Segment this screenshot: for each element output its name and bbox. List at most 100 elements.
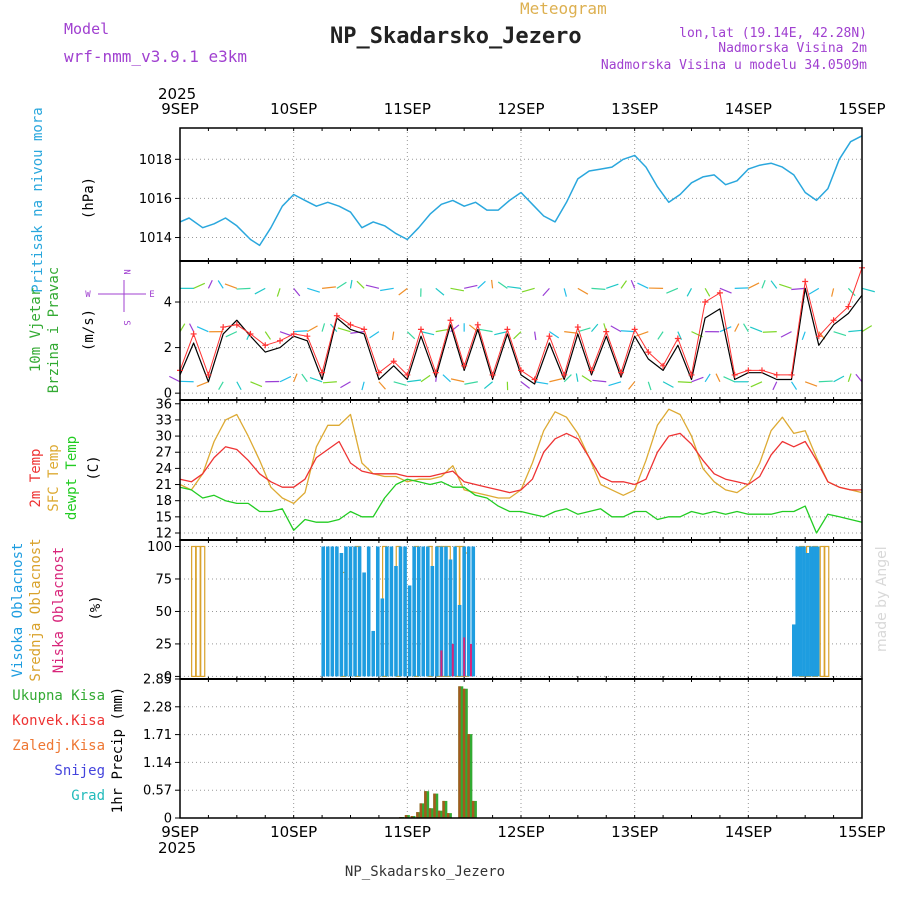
wind-arrow [666,287,679,294]
temp-ytick-label: 33 [155,413,172,428]
cloud-ylabel-low: Niska Oblacnost [51,547,67,673]
wind-arrow [464,284,478,289]
wind-gust-marker [815,333,822,340]
precip-ytick-label: 0.57 [143,784,172,799]
wind-arrow [513,331,522,340]
wind-arrow [264,331,271,340]
pressure-labels: Pritisak na nivou mora (hPa) [30,107,97,292]
wind-gust-marker [603,328,610,335]
wind-arrow [497,281,508,289]
panel-frame [179,127,863,262]
precip-conv-bar [458,686,461,818]
precip-conv-bar [446,813,450,818]
wind-gust-marker [333,312,340,319]
wind-gust-marker [220,324,227,331]
precip-legend-frozen: Zaledj.Kisa [12,738,105,754]
cloud-high-bar [362,572,366,677]
wind-arrow [847,373,852,382]
wind-arrow [770,280,778,289]
wind-arrow [450,287,465,292]
wind-arrow [719,326,732,333]
wind-arrow [542,287,550,297]
cloud-high-bar [407,585,412,677]
wind-gust-marker [531,376,538,383]
precip-conv-bar [416,812,419,818]
cloud-high-bar [809,546,813,677]
precip-labels: Ukupna Kisa Konvek.Kisa Zaledj.Kisa Snij… [12,687,126,813]
cloud-high-bar [366,546,371,677]
wind-arrow [340,381,351,389]
wind-arrow [848,329,863,333]
wind-gust-marker [830,317,837,324]
wind-arrow [520,381,530,389]
bottom-date-label: 13SEP [611,823,658,841]
wind-arrow [750,326,763,333]
temp-ylabel-sfc: SFC Temp [46,444,62,511]
cloud-high-bar [795,546,800,677]
bottom-date-label: 14SEP [725,823,772,841]
cloud-high-bar [448,559,453,677]
cloud-high-bar [466,546,471,677]
wind-arrow [818,380,833,383]
wind-arrow [563,374,572,383]
wind-arrow [577,287,589,295]
wind-arrow [224,283,238,289]
cloud-high-bar [348,546,353,677]
wind-gust-marker [247,330,254,337]
top-date-label: 12SEP [497,100,544,118]
wind-ytick-label: 0 [164,387,172,402]
wind-arrow [762,331,777,333]
wind-arrow [494,331,508,336]
cloud-high-bar [435,546,439,677]
wind-arrow [507,286,522,289]
bottom-date-label: 9SEP [161,823,199,841]
wind-arrow [378,381,386,390]
wind-gust-marker [618,369,625,376]
wind-gust-marker [474,321,481,328]
wind-arrow [337,327,351,333]
wind-arrow [225,331,238,338]
wind-arrow [577,327,591,333]
wind-gust-marker [773,371,780,378]
wind-arrow [534,381,549,385]
cloud-ytick-label: 75 [155,572,172,587]
wind-arrow [322,286,336,289]
wind-arrow [833,375,845,383]
wind-ytick-label: 2 [164,341,172,356]
cloud-high-bar [353,546,357,677]
precip-conv-bar [428,808,432,818]
wind-arrow [420,331,435,336]
wind-arrow [750,381,763,388]
cloud-low-bar [463,637,466,677]
wind-arrow [250,381,263,388]
wind-arrow [189,323,195,332]
cloud-high-bar [357,546,362,677]
top-date-label: 14SEP [725,100,772,118]
wind-arrow [719,287,732,294]
wind-arrow [254,287,266,295]
wind-gust-marker [447,317,454,324]
cloud-high-bar [421,546,426,677]
wind-arrow [236,381,242,391]
wind-arrow [218,381,224,391]
wind-arrow [196,381,209,388]
wind-gust-marker [758,367,765,374]
wind-arrow [575,373,579,382]
wind-gust-marker [361,326,368,333]
wind-arrow [610,325,622,333]
wind-arrow [657,331,664,340]
top-date-label: 11SEP [384,100,431,118]
wind-gust-marker [304,333,311,340]
precip-legend-total: Ukupna Kisa [12,688,105,704]
wind-arrow [450,378,465,383]
cloud-mid-bar [200,545,206,678]
temp-ytick-label: 18 [155,494,172,509]
top-date-label: 9SEP [161,100,199,118]
wind-arrow [276,288,281,297]
wind-gust-marker [588,367,595,374]
precip-legend-snow: Snijeg [54,763,105,779]
precip-legend-graupel: Grad [71,788,105,804]
wind-arrow [715,373,721,383]
